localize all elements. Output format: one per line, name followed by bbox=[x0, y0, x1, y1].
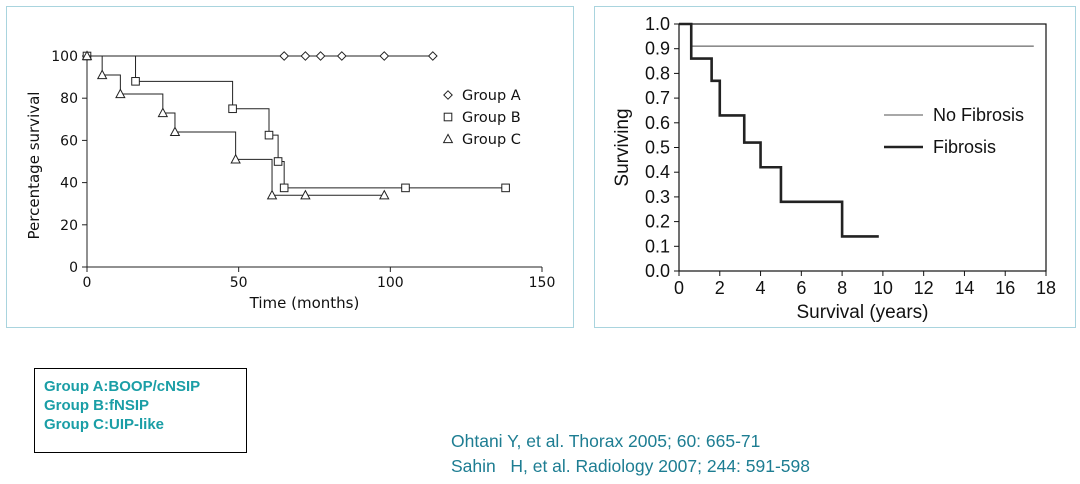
series-line bbox=[87, 55, 385, 196]
right-chart-panel: 0 2 4 6 8 10 12 14 16 18 0.0 0.1 0.2 0.3 0.4 0.5 0.6 0.7 0… bbox=[594, 6, 1076, 328]
data-point-marker bbox=[115, 88, 126, 99]
x-tick-label: 50 bbox=[230, 275, 248, 291]
series-fibrosis bbox=[679, 22, 879, 238]
y-tick-label: 80 bbox=[60, 91, 78, 107]
group-legend-box: Group A:BOOP/cNSIP Group B:fNSIP Group C… bbox=[34, 368, 247, 453]
legend-label: No Fibrosis bbox=[933, 105, 1024, 125]
y-tick-label: 0.5 bbox=[645, 138, 670, 158]
x-tick-label: 12 bbox=[914, 278, 934, 298]
x-tick-label: 8 bbox=[837, 278, 847, 298]
reference-ohtani: Ohtani Y, et al. Thorax 2005; 60: 665-71 bbox=[451, 431, 761, 451]
legend-marker bbox=[443, 90, 453, 100]
y-tick-label: 0.3 bbox=[645, 187, 670, 207]
data-point-marker bbox=[81, 50, 93, 61]
left-survival-chart: 0 50 100 150 0 20 40 60 80 100 Time (months) Percen… bbox=[25, 49, 556, 312]
legend-marker bbox=[443, 112, 453, 122]
chart-legend: Group A Group B Group C bbox=[442, 88, 521, 148]
x-tick-label: 10 bbox=[873, 278, 893, 298]
x-tick-label: 18 bbox=[1036, 278, 1056, 298]
data-point-marker bbox=[96, 69, 108, 80]
y-tick-label: 0.0 bbox=[645, 261, 670, 281]
x-tick-label: 6 bbox=[796, 278, 806, 298]
series-group-b bbox=[82, 51, 510, 193]
x-axis-label: Survival (years) bbox=[797, 302, 929, 323]
group-c-definition: Group C:UIP-like bbox=[44, 416, 165, 433]
y-tick-label: 0.2 bbox=[645, 212, 670, 232]
x-tick-label: 4 bbox=[756, 278, 766, 298]
left-chart-panel: 0 50 100 150 0 20 40 60 80 100 Time (months) Percen… bbox=[6, 6, 574, 328]
data-point-marker bbox=[300, 189, 311, 200]
data-point-marker bbox=[279, 183, 289, 193]
y-tick-label: 0.1 bbox=[645, 236, 670, 256]
series-no-fibrosis bbox=[679, 23, 1034, 48]
reference-sahin: Sahin H, et al. Radiology 2007; 244: 591… bbox=[451, 456, 810, 476]
x-tick-label: 0 bbox=[83, 275, 92, 291]
y-tick-label: 0.6 bbox=[645, 113, 670, 133]
y-tick-label: 0 bbox=[69, 260, 78, 276]
legend-label: Group A bbox=[462, 88, 521, 104]
data-point-marker bbox=[169, 126, 181, 137]
legend-label: Fibrosis bbox=[933, 137, 996, 157]
group-b-definition: Group B:fNSIP bbox=[44, 397, 149, 414]
x-tick-label: 0 bbox=[674, 278, 684, 298]
x-tick-label: 2 bbox=[715, 278, 725, 298]
x-axis-label: Time (months) bbox=[249, 294, 360, 312]
y-tick-label: 0.9 bbox=[645, 39, 670, 59]
data-point-marker bbox=[336, 51, 347, 61]
series-line bbox=[87, 55, 506, 189]
y-axis-label: Surviving bbox=[612, 108, 633, 186]
legend-label: Group B bbox=[462, 110, 521, 126]
references: Ohtani Y, et al. Thorax 2005; 60: 665-71… bbox=[451, 429, 810, 479]
data-point-marker bbox=[264, 130, 274, 140]
y-axis-label: Percentage survival bbox=[25, 92, 43, 240]
chart-legend: No Fibrosis Fibrosis bbox=[884, 105, 1024, 157]
y-tick-label: 20 bbox=[60, 218, 78, 234]
y-tick-label: 0.4 bbox=[645, 162, 670, 182]
y-tick-label: 0.7 bbox=[645, 88, 670, 108]
x-tick-label: 150 bbox=[529, 275, 556, 291]
data-point-marker bbox=[131, 77, 140, 86]
x-tick-label: 100 bbox=[377, 275, 404, 291]
data-point-marker bbox=[379, 189, 390, 200]
legend-marker bbox=[442, 133, 454, 144]
y-tick-label: 100 bbox=[51, 49, 78, 65]
data-point-marker bbox=[273, 157, 283, 166]
legend-label: Group C bbox=[462, 132, 521, 148]
data-point-marker bbox=[300, 51, 311, 61]
data-point-marker bbox=[266, 189, 278, 200]
data-point-marker bbox=[230, 153, 241, 164]
data-point-marker bbox=[427, 51, 438, 61]
data-point-marker bbox=[228, 104, 237, 114]
group-a-definition: Group A:BOOP/cNSIP bbox=[44, 378, 201, 395]
y-tick-label: 60 bbox=[60, 133, 78, 149]
data-point-marker bbox=[279, 51, 290, 61]
series-group-c bbox=[81, 50, 390, 200]
data-point-marker bbox=[315, 51, 326, 61]
data-point-marker bbox=[401, 183, 410, 193]
data-point-marker bbox=[501, 183, 510, 193]
data-point-marker bbox=[157, 107, 169, 118]
x-tick-label: 16 bbox=[995, 278, 1015, 298]
y-tick-label: 0.8 bbox=[645, 63, 670, 83]
data-point-marker bbox=[379, 51, 390, 61]
y-tick-label: 1.0 bbox=[645, 14, 670, 34]
y-tick-label: 40 bbox=[60, 176, 78, 192]
right-survival-chart: 0 2 4 6 8 10 12 14 16 18 0.0 0.1 0.2 0.3 0.4 0.5 0.6 0.7 0… bbox=[612, 14, 1056, 323]
x-tick-label: 14 bbox=[954, 278, 974, 298]
